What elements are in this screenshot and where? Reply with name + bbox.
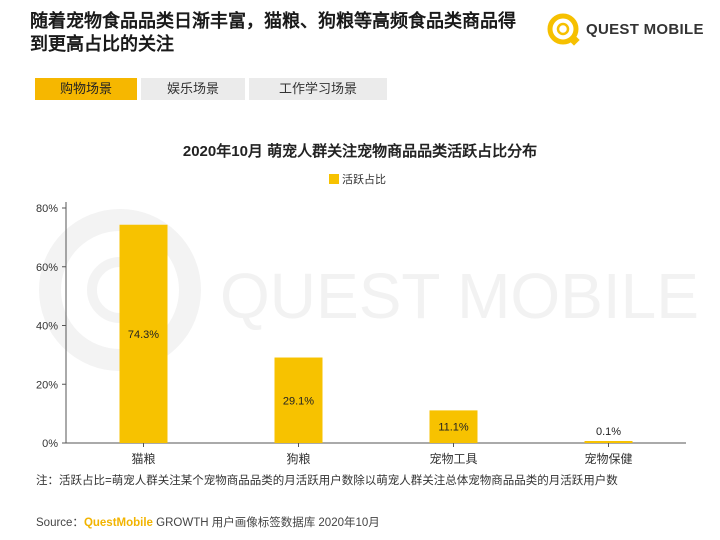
tab-work-study[interactable]: 工作学习场景 — [249, 78, 387, 100]
tab-entertainment[interactable]: 娱乐场景 — [141, 78, 245, 100]
data-label: 0.1% — [596, 426, 621, 438]
source-brand: QuestMobile — [83, 517, 153, 529]
bar — [274, 357, 323, 443]
x-tick-label: 狗粮 — [286, 451, 310, 466]
y-tick-label: 60% — [36, 262, 58, 274]
x-tick-label: 猫粮 — [131, 451, 155, 466]
x-tick-label: 宠物保健 — [584, 451, 632, 466]
logo-text: QUEST MOBILE — [586, 21, 704, 38]
questmobile-logo: QUEST MOBILE — [546, 12, 706, 48]
chart-title: 2020年10月 萌宠人群关注宠物商品品类活跃占比分布 — [182, 143, 538, 160]
bar — [429, 410, 478, 443]
y-tick-label: 80% — [36, 203, 58, 215]
chart-legend: 活跃占比 — [329, 173, 386, 187]
source-line: Source：QuestMobile GROWTH 用户画像标签数据库 2020… — [36, 514, 380, 530]
headline: 随着宠物食品品类日渐丰富，猫粮、狗粮等高频食品类商品得到更高占比的关注 — [30, 11, 516, 54]
data-label: 11.1% — [438, 422, 469, 434]
source-prefix: Source： — [36, 517, 84, 529]
bar — [119, 224, 168, 443]
x-tick-label: 宠物工具 — [429, 451, 477, 466]
footnote: 注：活跃占比=萌宠人群关注某个宠物商品品类的月活跃用户数除以萌宠人群关注总体宠物… — [36, 475, 618, 487]
y-tick-label: 20% — [36, 379, 58, 391]
data-label: 74.3% — [128, 329, 159, 341]
source-rest: GROWTH 用户画像标签数据库 2020年10月 — [152, 517, 380, 529]
legend-label: 活跃占比 — [342, 174, 386, 186]
y-tick-label: 40% — [36, 321, 58, 333]
questmobile-logo-icon — [547, 13, 580, 46]
y-tick-label: 0% — [42, 438, 58, 450]
data-label: 29.1% — [283, 395, 314, 407]
bar — [584, 441, 633, 443]
legend-swatch — [329, 174, 339, 184]
tab-shopping[interactable]: 购物场景 — [35, 78, 137, 100]
